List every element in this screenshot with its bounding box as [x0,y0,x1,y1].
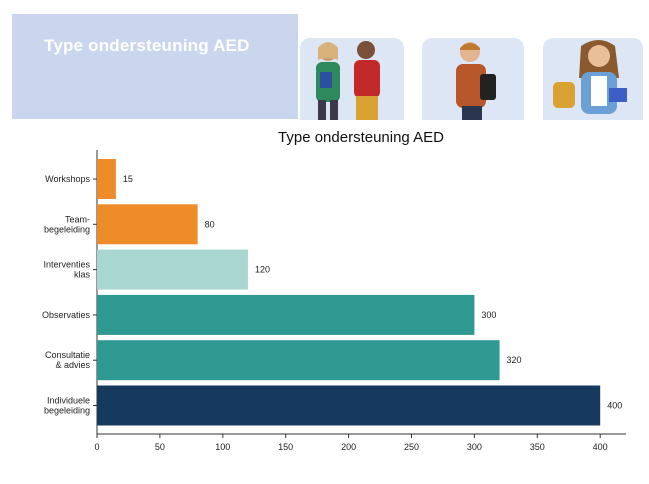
data-label: 15 [123,174,133,184]
students-photo-image [316,41,380,120]
x-tick-label: 400 [593,442,608,452]
student-girl-image [553,40,627,114]
banner-title-box: Type ondersteuning AED [12,14,298,119]
student-boy-image [456,42,496,120]
student-boy-photo [422,38,524,120]
bar-4 [97,340,500,381]
x-tick-label: 150 [278,442,293,452]
x-tick-label: 50 [155,442,165,452]
data-label: 400 [607,401,622,411]
x-tick-label: 100 [215,442,230,452]
students-photo-pair [300,38,404,120]
x-tick-label: 250 [404,442,419,452]
x-tick-label: 0 [94,442,99,452]
chart-title: Type ondersteuning AED [278,129,444,146]
category-label: Team-begeleiding [44,214,90,234]
bar-5 [97,385,601,426]
x-tick-label: 300 [467,442,482,452]
chart: Type ondersteuning AED 0 50 100 150 200 250 30… [42,129,626,452]
banner-title: Type ondersteuning AED [44,36,250,55]
category-label: Interventies klas [43,260,90,280]
x-tick-label: 350 [530,442,545,452]
bar-0 [97,159,116,199]
bar-2 [97,249,248,290]
data-label: 120 [255,265,270,275]
data-label: 300 [481,310,496,320]
data-label: 80 [205,219,215,229]
data-label: 320 [507,355,522,365]
bar-1 [97,204,198,245]
x-tick-label: 200 [341,442,356,452]
category-label: Observaties [42,310,91,320]
category-label: Workshops [45,174,90,184]
category-label: Individuele begeleiding [44,396,90,416]
category-label: Consultatie & advies [45,350,91,370]
student-girl-photo [543,38,643,120]
plot-area: 0 50 100 150 200 250 300 350 400 Workshops 15 Team-… [42,150,626,452]
bar-3 [97,294,475,335]
